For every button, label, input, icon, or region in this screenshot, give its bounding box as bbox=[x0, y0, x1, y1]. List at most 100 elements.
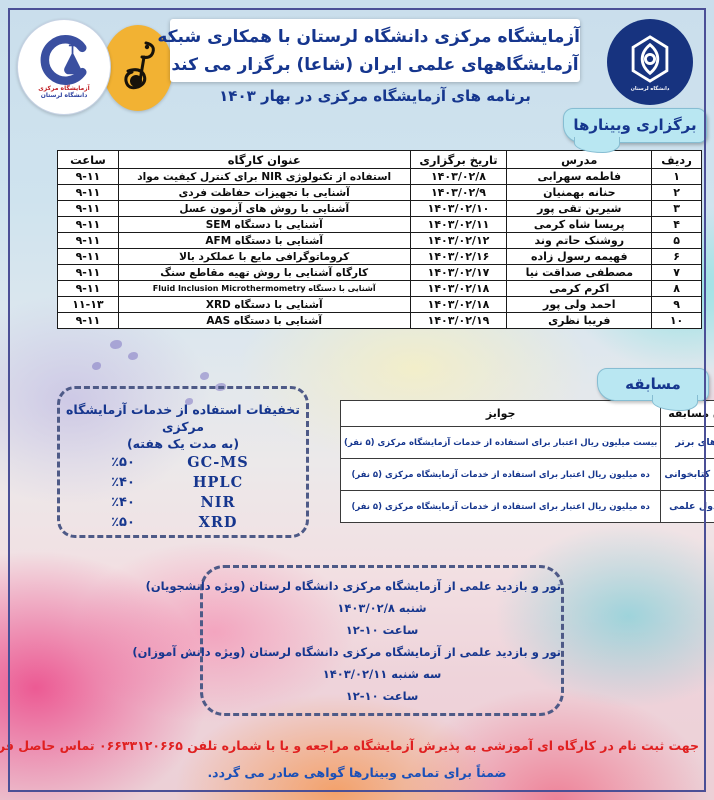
col-header-date: تاریخ برگزاری bbox=[409, 150, 508, 169]
table-row: ۴ پریسا شاه کرمی ۱۴۰۳/۰۲/۱۱ آشنایی با دس… bbox=[57, 216, 702, 233]
row-number: ۱۰ bbox=[651, 312, 702, 329]
webinars-section-banner: برگزاری وبینارها bbox=[563, 108, 707, 153]
university-emblem-icon bbox=[631, 34, 669, 83]
row-number: ۴ bbox=[651, 216, 702, 233]
central-lab-logo-caption-line1: آزمایشگاه مرکزی bbox=[38, 85, 90, 92]
paint-splatter bbox=[185, 398, 193, 405]
table-row: ۵ روشنک حاتم وند ۱۴۰۳/۰۲/۱۲ آشنایی با دس… bbox=[57, 232, 702, 249]
instructor: احمد ولی پور bbox=[506, 296, 653, 313]
shaa-calligraphy-icon bbox=[124, 41, 155, 90]
competition-prize: بیست میلیون ریال اعتبار برای استفاده از … bbox=[339, 426, 662, 459]
table-row: ۲ حنانه بهمنیان ۱۴۰۳/۰۲/۹ آشنایی با تجهی… bbox=[57, 184, 702, 201]
paint-splatter bbox=[128, 352, 138, 360]
discounts-title-line2: (به مدت یک هفته) bbox=[126, 436, 240, 451]
discounts-title-line1: تخفیفات استفاده از خدمات آزمایشگاه مرکزی bbox=[66, 402, 300, 434]
list-item: ٪۵۰ XRD bbox=[60, 513, 306, 532]
tour-line: ساعت ۱۰-۱۲ bbox=[345, 622, 419, 637]
competition-title: ایده های برتر bbox=[660, 426, 714, 459]
time: ۹-۱۱ bbox=[57, 200, 119, 217]
workshop-title: کارگاه آشنایی با روش تهیه مقاطع سنگ bbox=[117, 264, 411, 281]
discount-percent: ٪۴۰ bbox=[111, 475, 135, 490]
time: ۹-۱۱ bbox=[57, 216, 119, 233]
workshop-title: آشنایی با تجهیزات حفاظت فردی bbox=[117, 184, 411, 201]
workshop-title: استفاده از تکنولوژی NIR برای کنترل کیفیت… bbox=[117, 168, 411, 185]
row-number: ۲ bbox=[651, 184, 702, 201]
paint-splatter bbox=[92, 362, 101, 370]
workshop-title: کروماتوگرافی مایع با عملکرد بالا bbox=[117, 248, 411, 265]
list-item: ٪۴۰ HPLC bbox=[60, 473, 306, 492]
webinars-table: ردیف مدرس تاریخ برگزاری عنوان کارگاه ساع… bbox=[57, 150, 702, 329]
instructor: شیرین تقی پور bbox=[506, 200, 653, 217]
discount-percent: ٪۵۰ bbox=[111, 455, 135, 470]
row-number: ۵ bbox=[651, 232, 702, 249]
university-logo-caption: دانشگاه لرستان bbox=[630, 85, 670, 92]
competition-title: حل جدول علمی bbox=[660, 490, 714, 523]
date: ۱۴۰۳/۰۲/۹ bbox=[409, 184, 508, 201]
workshop-title: آشنایی با دستگاه AAS bbox=[117, 312, 411, 329]
date: ۱۴۰۳/۰۲/۱۸ bbox=[409, 296, 508, 313]
discount-percent: ٪۵۰ bbox=[111, 515, 135, 530]
table-row: ۱ فاطمه سهرابی ۱۴۰۳/۰۲/۸ استفاده از تکنو… bbox=[57, 168, 702, 185]
col-header-prizes: جوایز bbox=[339, 400, 662, 427]
col-header-workshop-title: عنوان کارگاه bbox=[117, 150, 411, 169]
date: ۱۴۰۳/۰۲/۱۸ bbox=[409, 280, 508, 297]
poster-subtitle: برنامه های آزمایشگاه مرکزی در بهار ۱۴۰۳ bbox=[219, 87, 531, 105]
paint-splatter bbox=[200, 372, 209, 380]
table-row: ۲ مسابقه کتابخوانی ده میلیون ریال اعتبار… bbox=[339, 458, 714, 491]
time: ۱۱-۱۳ bbox=[57, 296, 119, 313]
date: ۱۴۰۳/۰۲/۱۱ bbox=[409, 216, 508, 233]
date: ۱۴۰۳/۰۲/۱۶ bbox=[409, 248, 508, 265]
central-lab-logo-caption-line2: دانشگاه لرستان bbox=[40, 92, 88, 99]
date: ۱۴۰۳/۰۲/۱۰ bbox=[409, 200, 508, 217]
tours-box: تور و بازدید علمی از آزمایشگاه مرکزی دان… bbox=[132, 565, 564, 716]
date: ۱۴۰۳/۰۲/۱۹ bbox=[409, 312, 508, 329]
poster-title-box: آزمایشگاه مرکزی دانشگاه لرستان با همکاری… bbox=[157, 19, 580, 82]
time: ۹-۱۱ bbox=[57, 168, 119, 185]
tour-line: شنبه ۱۴۰۳/۰۲/۸ bbox=[337, 600, 427, 615]
table-row: ۳ حل جدول علمی ده میلیون ریال اعتبار برا… bbox=[339, 490, 714, 523]
row-number: ۳ bbox=[651, 200, 702, 217]
col-header-instructor: مدرس bbox=[506, 150, 653, 169]
university-logo: دانشگاه لرستان bbox=[607, 19, 693, 105]
instructor: روشنک حاتم وند bbox=[506, 232, 653, 249]
table-row: ۱ ایده های برتر بیست میلیون ریال اعتبار … bbox=[339, 426, 714, 459]
instructor: اکرم کرمی bbox=[506, 280, 653, 297]
row-number: ۷ bbox=[651, 264, 702, 281]
workshop-title: آشنایی با دستگاه AFM bbox=[117, 232, 411, 249]
col-header-time: ساعت bbox=[57, 150, 119, 169]
time: ۹-۱۱ bbox=[57, 232, 119, 249]
instructor: فریبا نظری bbox=[506, 312, 653, 329]
date: ۱۴۰۳/۰۲/۱۷ bbox=[409, 264, 508, 281]
poster-title-line2: آزمایشگاههای علمی ایران (شاعا) برگزار می… bbox=[171, 54, 579, 75]
competition-prize: ده میلیون ریال اعتبار برای استفاده از خد… bbox=[339, 458, 662, 491]
paint-splatter bbox=[110, 340, 122, 349]
workshop-title: آشنایی با دستگاه SEM bbox=[117, 216, 411, 233]
col-header-row-number: ردیف bbox=[651, 150, 702, 169]
date: ۱۴۰۳/۰۲/۸ bbox=[409, 168, 508, 185]
time: ۹-۱۱ bbox=[57, 264, 119, 281]
workshop-title: آشنایی با دستگاه XRD bbox=[117, 296, 411, 313]
table-row: ۷ مصطفی صداقت نیا ۱۴۰۳/۰۲/۱۷ کارگاه آشنا… bbox=[57, 264, 702, 281]
table-row: ۹ احمد ولی پور ۱۴۰۳/۰۲/۱۸ آشنایی با دستگ… bbox=[57, 296, 702, 313]
tour-line: سه شنبه ۱۴۰۳/۰۲/۱۱ bbox=[322, 666, 442, 681]
certificate-note: ضمناً برای تمامی وبینارها گواهی صادر می … bbox=[207, 765, 507, 780]
discount-percent: ٪۴۰ bbox=[111, 495, 135, 510]
row-number: ۶ bbox=[651, 248, 702, 265]
central-lab-logo: آزمایشگاه مرکزی دانشگاه لرستان bbox=[17, 19, 111, 115]
competition-table: ردیف عنوان مسابقه جوایز ۱ ایده های برتر … bbox=[339, 400, 714, 523]
time: ۹-۱۱ bbox=[57, 184, 119, 201]
instructor: پریسا شاه کرمی bbox=[506, 216, 653, 233]
workshop-title: آشنایی با دستگاه Fluid Inclusion Microth… bbox=[117, 280, 411, 297]
instrument-name: HPLC bbox=[192, 474, 244, 491]
competition-title: مسابقه کتابخوانی bbox=[660, 458, 714, 491]
poster-title-line1: آزمایشگاه مرکزی دانشگاه لرستان با همکاری… bbox=[157, 26, 580, 47]
table-row: ۱۰ فریبا نظری ۱۴۰۳/۰۲/۱۹ آشنایی با دستگا… bbox=[57, 312, 702, 329]
discounts-box: تخفیفات استفاده از خدمات آزمایشگاه مرکزی… bbox=[57, 386, 309, 538]
time: ۹-۱۱ bbox=[57, 248, 119, 265]
instructor: فهیمه رسول زاده bbox=[506, 248, 653, 265]
list-item: ٪۵۰ GC-MS bbox=[60, 453, 306, 472]
instructor: مصطفی صداقت نیا bbox=[506, 264, 653, 281]
list-item: ٪۴۰ NIR bbox=[60, 493, 306, 512]
shaa-network-logo bbox=[103, 25, 173, 111]
